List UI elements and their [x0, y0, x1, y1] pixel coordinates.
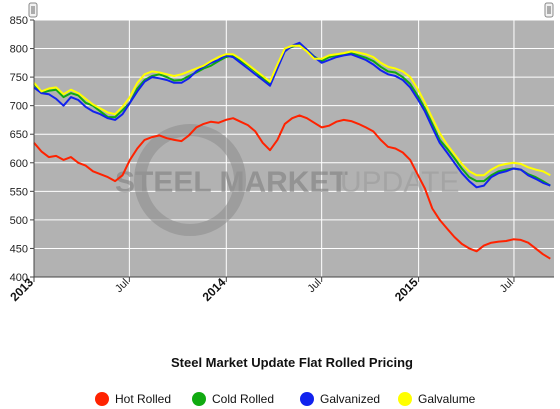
plot-area	[34, 20, 554, 277]
y-tick-label: 400	[10, 272, 28, 284]
watermark-logo: STEEL MARKET UPDATE	[115, 124, 459, 236]
watermark-text-light: UPDATE	[340, 166, 459, 199]
y-tick-label: 650	[10, 129, 28, 141]
legend-item-hot-rolled[interactable]: Hot Rolled	[95, 392, 171, 406]
chart-title: Steel Market Update Flat Rolled Pricing	[171, 355, 413, 370]
y-tick-label: 500	[10, 215, 28, 227]
y-axis-ticks: 400 450 500 550 600 650 700 750 800 850	[10, 15, 34, 284]
y-tick-label: 700	[10, 101, 28, 113]
legend-marker-icon	[300, 392, 314, 406]
legend-label: Galvalume	[418, 392, 476, 406]
y-tick-label: 800	[10, 44, 28, 56]
y-tick-label: 600	[10, 158, 28, 170]
legend-label: Galvanized	[320, 392, 380, 406]
legend-item-cold-rolled[interactable]: Cold Rolled	[192, 392, 274, 406]
series-line-hot-rolled	[33, 114, 551, 260]
y-tick-label: 550	[10, 186, 28, 198]
legend-marker-icon	[95, 392, 109, 406]
legend-marker-icon	[398, 392, 412, 406]
legend-marker-icon	[192, 392, 206, 406]
legend: Hot Rolled Cold Rolled Galvanized Galvalume	[95, 392, 476, 406]
range-handle-left[interactable]	[28, 2, 38, 18]
legend-item-galvalume[interactable]: Galvalume	[398, 392, 476, 406]
range-handle-right[interactable]	[544, 2, 554, 18]
y-tick-label: 850	[10, 15, 28, 27]
watermark-ring-icon	[134, 124, 246, 236]
series-line-galvalume	[33, 44, 551, 177]
legend-label: Cold Rolled	[212, 392, 274, 406]
y-tick-label: 750	[10, 72, 28, 84]
watermark-text-bold: STEEL MARKET	[115, 166, 348, 199]
legend-label: Hot Rolled	[115, 392, 171, 406]
legend-item-galvanized[interactable]: Galvanized	[300, 392, 380, 406]
series-lines	[33, 41, 551, 260]
y-tick-label: 450	[10, 243, 28, 255]
